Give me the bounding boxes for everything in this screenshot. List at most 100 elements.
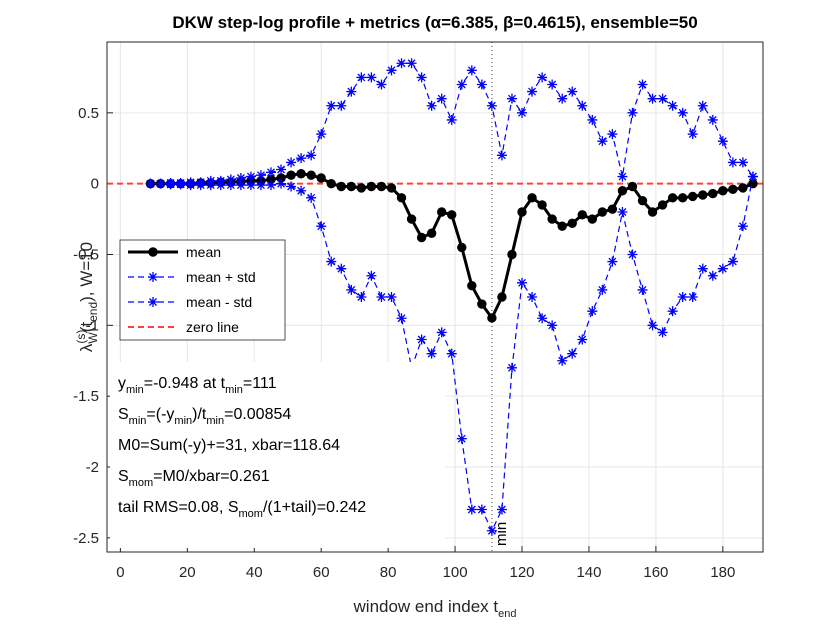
- data-point: [718, 186, 728, 196]
- data-point: [707, 270, 718, 281]
- text-part: )/t: [192, 406, 207, 423]
- data-point: [698, 190, 708, 200]
- data-point: [637, 79, 648, 90]
- data-point: [286, 157, 297, 168]
- data-point: [486, 525, 497, 536]
- data-point: [567, 348, 578, 359]
- data-point: [336, 263, 347, 274]
- data-point: [487, 313, 497, 323]
- data-point: [637, 195, 648, 206]
- data-point: [687, 129, 698, 140]
- data-point: [607, 129, 618, 140]
- data-point: [416, 232, 427, 243]
- data-point: [356, 183, 367, 193]
- data-point: [346, 284, 357, 295]
- text-part: =-0.948 at t: [144, 375, 226, 392]
- data-point: [376, 292, 387, 302]
- data-point: [597, 136, 608, 147]
- data-point: [647, 207, 658, 217]
- data-point: [677, 292, 688, 302]
- legend-label: mean - std: [186, 294, 252, 310]
- data-point: [396, 193, 407, 203]
- data-point: [728, 184, 738, 195]
- annotation-box: [110, 362, 445, 548]
- text-part: mom: [239, 508, 263, 520]
- data-point: [235, 180, 246, 191]
- data-point: [296, 153, 307, 164]
- data-point: [396, 313, 407, 324]
- data-point: [376, 79, 387, 90]
- data-point: [527, 292, 538, 302]
- data-point: [577, 334, 588, 345]
- data-point: [637, 284, 648, 295]
- data-point: [225, 180, 236, 191]
- y-tick-label: -1.5: [73, 388, 99, 405]
- data-point: [255, 170, 266, 181]
- data-point: [617, 171, 628, 182]
- data-point: [747, 171, 758, 182]
- data-point: [426, 228, 437, 238]
- data-point: [255, 180, 266, 191]
- axes-box: [106, 41, 764, 553]
- data-point: [326, 178, 336, 189]
- data-point: [366, 72, 377, 83]
- legend-label: mean + std: [186, 269, 256, 285]
- legend-marker: [148, 247, 158, 257]
- data-point: [406, 58, 417, 69]
- text-part: min: [206, 415, 224, 427]
- text-part: ), W=10: [77, 242, 96, 302]
- annotation-line: tail RMS=0.08, Smom/(1+tail)=0.242: [118, 499, 366, 520]
- legend-label: zero line: [186, 319, 239, 335]
- data-point: [647, 93, 658, 104]
- x-tick-label: 100: [443, 564, 468, 581]
- data-point: [457, 242, 467, 253]
- text-part: min: [174, 415, 192, 427]
- data-point: [205, 180, 216, 191]
- data-point: [476, 504, 487, 515]
- data-point: [446, 348, 457, 359]
- data-point: [697, 100, 708, 111]
- text-part: (t: [77, 322, 96, 333]
- data-point: [657, 200, 668, 210]
- data-point: [467, 280, 477, 291]
- data-point: [266, 180, 276, 191]
- data-point: [497, 292, 507, 302]
- data-point: [597, 207, 608, 217]
- text-part: y: [118, 375, 126, 392]
- data-point: [245, 180, 256, 191]
- data-point: [597, 284, 608, 295]
- data-point: [527, 193, 537, 203]
- data-point: [436, 207, 447, 217]
- legend-marker: [148, 272, 158, 282]
- data-point: [617, 207, 628, 217]
- text-part: min: [129, 415, 147, 427]
- text-part: =0.00854: [224, 406, 291, 423]
- data-point: [737, 157, 748, 168]
- data-point: [447, 210, 457, 220]
- data-point: [547, 320, 558, 331]
- data-point: [517, 107, 528, 118]
- data-point: [677, 193, 688, 203]
- data-point: [667, 306, 678, 317]
- x-tick-label: 0: [116, 564, 124, 581]
- data-point: [567, 86, 578, 97]
- x-tick-label: 40: [246, 564, 263, 581]
- data-point: [688, 191, 698, 202]
- text-part: /(1+tail)=0.242: [263, 499, 366, 516]
- y-tick-label: 0.5: [78, 105, 99, 122]
- text-part: M0=Sum(-y)+=31, xbar=118.64: [118, 437, 340, 454]
- data-point: [436, 327, 447, 338]
- vline-label: min: [493, 522, 510, 546]
- data-point: [235, 173, 246, 183]
- data-point: [436, 93, 447, 104]
- data-point: [386, 183, 397, 193]
- data-point: [577, 100, 588, 111]
- y-tick-label: 0: [91, 176, 99, 193]
- data-point: [346, 181, 357, 192]
- data-point: [506, 362, 517, 373]
- data-point: [376, 181, 387, 192]
- data-point: [717, 263, 728, 274]
- data-point: [175, 179, 186, 190]
- annotation-line: Smin=(-ymin)/tmin=0.00854: [118, 406, 291, 427]
